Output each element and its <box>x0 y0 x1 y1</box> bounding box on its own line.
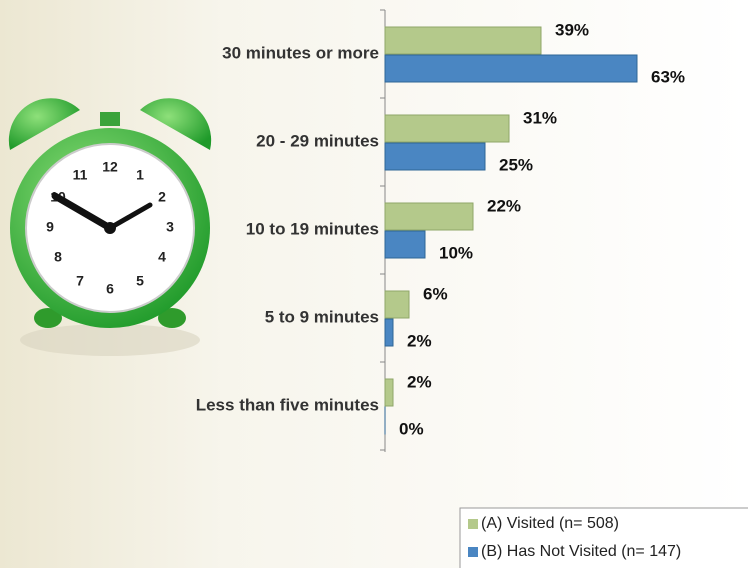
data-label: 10% <box>439 243 473 262</box>
bar <box>384 114 510 143</box>
svg-text:7: 7 <box>76 273 84 289</box>
y-tick-label: Less than five minutes <box>196 395 379 414</box>
svg-text:6: 6 <box>106 281 114 297</box>
svg-text:3: 3 <box>166 219 174 235</box>
svg-text:1: 1 <box>136 167 144 183</box>
data-label: 25% <box>499 155 533 174</box>
bar <box>384 202 474 231</box>
bar <box>384 378 394 407</box>
data-label: 39% <box>555 20 589 39</box>
legend <box>459 507 748 568</box>
svg-text:2: 2 <box>158 189 166 205</box>
data-label: 2% <box>407 372 432 391</box>
svg-text:5: 5 <box>136 273 144 289</box>
bar <box>384 54 638 83</box>
data-label: 63% <box>651 67 685 86</box>
svg-text:9: 9 <box>46 219 54 235</box>
bar <box>384 318 394 347</box>
svg-text:4: 4 <box>158 249 166 265</box>
svg-text:12: 12 <box>102 159 118 175</box>
y-tick-label: 30 minutes or more <box>222 43 379 62</box>
bar <box>384 290 410 319</box>
y-tick-label: 10 to 19 minutes <box>246 219 379 238</box>
data-label: 31% <box>523 108 557 127</box>
data-label: 2% <box>407 331 432 350</box>
legend-swatch <box>468 519 478 529</box>
y-tick-label: 5 to 9 minutes <box>265 307 379 326</box>
svg-text:11: 11 <box>73 167 88 183</box>
legend-label: (A) Visited (n= 508) <box>481 515 619 532</box>
bar <box>384 142 486 171</box>
y-tick-label: 20 - 29 minutes <box>256 131 379 150</box>
legend-swatch <box>468 547 478 557</box>
data-label: 6% <box>423 284 448 303</box>
data-label: 0% <box>399 419 424 438</box>
svg-text:8: 8 <box>54 249 62 265</box>
bar <box>384 230 426 259</box>
data-label: 22% <box>487 196 521 215</box>
legend-label: (B) Has Not Visited (n= 147) <box>481 543 681 560</box>
bar <box>384 26 542 55</box>
